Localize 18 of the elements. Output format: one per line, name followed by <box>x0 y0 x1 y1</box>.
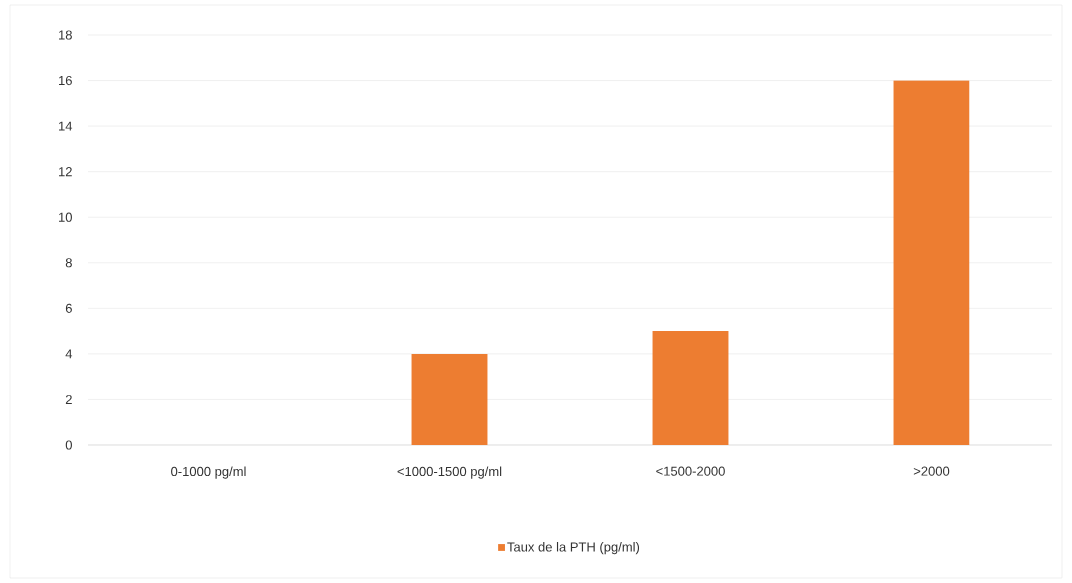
bar <box>411 353 488 445</box>
x-tick-label: <1500-2000 <box>656 466 725 476</box>
legend-label: Taux de la PTH (pg/ml) <box>507 542 640 555</box>
y-tick-label: 4 <box>65 349 73 359</box>
y-tick-label: 16 <box>59 75 72 86</box>
y-tick-label: 14 <box>59 121 73 131</box>
y-tick-label: 2 <box>65 394 72 404</box>
bar <box>652 331 729 445</box>
y-tick-label: 10 <box>59 212 72 222</box>
x-tick-label: 0-1000 pg/ml <box>171 466 246 479</box>
y-tick-label: 6 <box>65 303 72 313</box>
x-tick-label: >2000 <box>913 466 950 476</box>
x-tick-label: <1000-1500 pg/ml <box>397 466 502 479</box>
y-tick-label: 12 <box>59 167 72 177</box>
bar <box>893 80 970 445</box>
y-tick-label: 8 <box>65 258 72 268</box>
y-tick-label: 0 <box>65 440 72 450</box>
y-tick-label: 18 <box>59 30 72 40</box>
